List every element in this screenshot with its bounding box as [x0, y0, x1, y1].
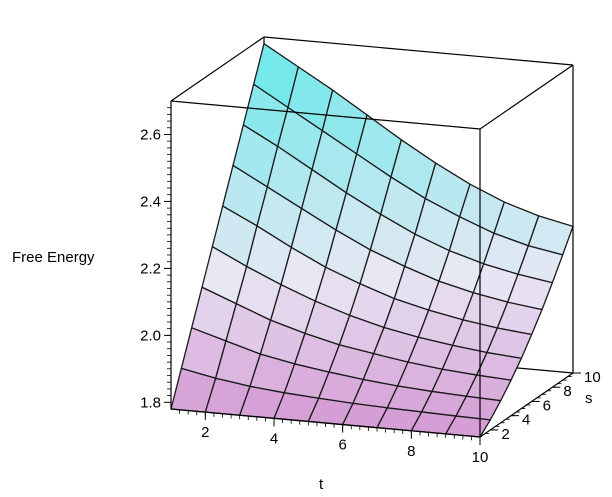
x-tick-label: 4 — [270, 430, 278, 447]
y-axis-label: s — [585, 390, 593, 407]
z-tick-label: 2.6 — [140, 126, 161, 143]
surface-mesh — [170, 43, 574, 438]
x-tick-label: 2 — [201, 424, 209, 441]
box-edge — [170, 100, 481, 130]
x-tick-label: 6 — [338, 437, 346, 454]
x-tick-label: 10 — [472, 449, 489, 466]
y-tick-label: 8 — [563, 383, 571, 400]
y-tick-label: 10 — [584, 369, 601, 386]
box-edge — [263, 36, 574, 66]
y-tick-label: 2 — [501, 426, 509, 443]
x-axis-label: t — [319, 476, 324, 493]
y-tick-label: 6 — [543, 397, 551, 414]
box-edge — [479, 64, 574, 130]
x-tick-label: 8 — [407, 443, 415, 460]
z-tick-label: 1.8 — [140, 394, 161, 411]
y-tick-label: 4 — [522, 412, 530, 429]
z-axis-label: Free Energy — [12, 249, 95, 266]
box-edge — [170, 36, 265, 102]
z-tick-label: 2.2 — [140, 260, 161, 277]
z-tick-label: 2.0 — [140, 327, 161, 344]
z-tick-label: 2.4 — [140, 193, 161, 210]
